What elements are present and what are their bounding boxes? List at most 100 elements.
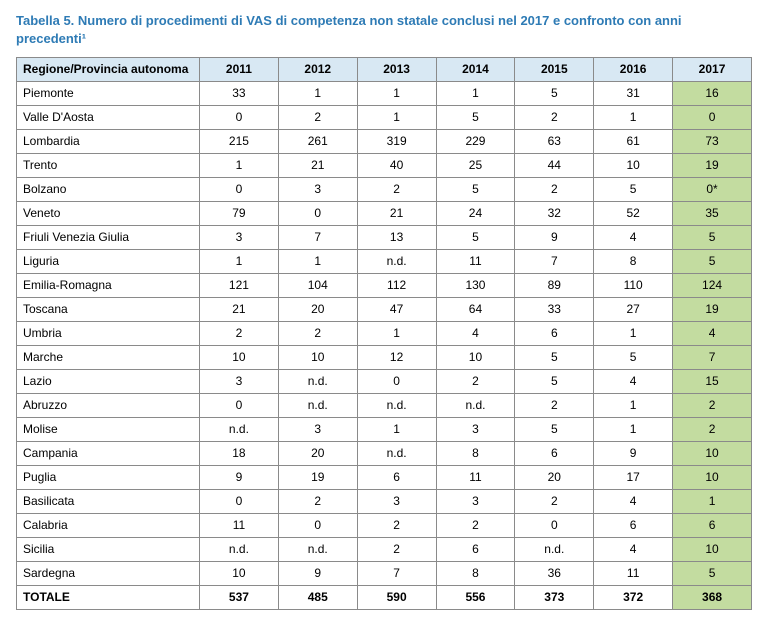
value-cell: 0: [357, 370, 436, 394]
value-cell: 64: [436, 298, 515, 322]
value-cell: 2: [436, 370, 515, 394]
value-cell: 121: [200, 274, 279, 298]
value-cell: 9: [515, 226, 594, 250]
total-2015: 373: [515, 586, 594, 610]
value-cell: 5: [436, 178, 515, 202]
value-cell: 2: [515, 106, 594, 130]
value-cell: 1: [357, 82, 436, 106]
value-cell: 10: [436, 346, 515, 370]
value-cell: 6: [515, 442, 594, 466]
value-cell: 24: [436, 202, 515, 226]
value-cell: 2: [200, 322, 279, 346]
value-cell: 19: [673, 298, 752, 322]
value-cell: 32: [515, 202, 594, 226]
value-cell: 6: [673, 514, 752, 538]
table-row: Campania1820n.d.86910: [17, 442, 752, 466]
value-cell: 35: [673, 202, 752, 226]
value-cell: 31: [594, 82, 673, 106]
value-cell: 8: [594, 250, 673, 274]
region-cell: Veneto: [17, 202, 200, 226]
region-cell: Sicilia: [17, 538, 200, 562]
value-cell: 10: [200, 346, 279, 370]
value-cell: 0: [200, 106, 279, 130]
value-cell: 10: [200, 562, 279, 586]
value-cell: 21: [278, 154, 357, 178]
value-cell: 0: [200, 178, 279, 202]
value-cell: 5: [515, 346, 594, 370]
value-cell: 4: [673, 322, 752, 346]
value-cell: 20: [515, 466, 594, 490]
value-cell: 73: [673, 130, 752, 154]
value-cell: 10: [673, 538, 752, 562]
value-cell: 9: [200, 466, 279, 490]
value-cell: n.d.: [278, 394, 357, 418]
value-cell: 7: [357, 562, 436, 586]
region-cell: Bolzano: [17, 178, 200, 202]
value-cell: 25: [436, 154, 515, 178]
value-cell: 33: [515, 298, 594, 322]
value-cell: 4: [594, 538, 673, 562]
value-cell: 4: [594, 370, 673, 394]
value-cell: 61: [594, 130, 673, 154]
value-cell: 319: [357, 130, 436, 154]
value-cell: 5: [673, 250, 752, 274]
value-cell: n.d.: [515, 538, 594, 562]
value-cell: 1: [357, 106, 436, 130]
table-row: Valle D'Aosta0215210: [17, 106, 752, 130]
value-cell: 79: [200, 202, 279, 226]
value-cell: 2: [357, 514, 436, 538]
table-row: Toscana21204764332719: [17, 298, 752, 322]
value-cell: 3: [200, 226, 279, 250]
value-cell: 63: [515, 130, 594, 154]
value-cell: 1: [594, 418, 673, 442]
table-row: Lombardia215261319229636173: [17, 130, 752, 154]
region-cell: Trento: [17, 154, 200, 178]
value-cell: 19: [278, 466, 357, 490]
region-cell: Toscana: [17, 298, 200, 322]
value-cell: 17: [594, 466, 673, 490]
value-cell: 18: [200, 442, 279, 466]
value-cell: 11: [200, 514, 279, 538]
region-cell: Basilicata: [17, 490, 200, 514]
value-cell: 5: [515, 82, 594, 106]
value-cell: 4: [436, 322, 515, 346]
value-cell: 5: [436, 226, 515, 250]
header-year-2013: 2013: [357, 58, 436, 82]
total-2017: 368: [673, 586, 752, 610]
value-cell: 5: [594, 346, 673, 370]
table-row: Piemonte3311153116: [17, 82, 752, 106]
value-cell: 5: [594, 178, 673, 202]
total-2011: 537: [200, 586, 279, 610]
table-row: Liguria11n.d.11785: [17, 250, 752, 274]
table-row: Calabria11022066: [17, 514, 752, 538]
value-cell: n.d.: [436, 394, 515, 418]
header-year-2012: 2012: [278, 58, 357, 82]
value-cell: 2: [673, 418, 752, 442]
value-cell: 6: [515, 322, 594, 346]
value-cell: 2: [278, 106, 357, 130]
table-row: Marche10101210557: [17, 346, 752, 370]
value-cell: 6: [357, 466, 436, 490]
value-cell: 110: [594, 274, 673, 298]
header-row: Regione/Provincia autonoma 2011 2012 201…: [17, 58, 752, 82]
total-2013: 590: [357, 586, 436, 610]
table-row: Friuli Venezia Giulia37135945: [17, 226, 752, 250]
value-cell: 20: [278, 298, 357, 322]
value-cell: 1: [357, 322, 436, 346]
vas-table: Regione/Provincia autonoma 2011 2012 201…: [16, 57, 752, 610]
value-cell: 3: [200, 370, 279, 394]
region-cell: Piemonte: [17, 82, 200, 106]
value-cell: n.d.: [278, 538, 357, 562]
value-cell: 2: [515, 178, 594, 202]
value-cell: 13: [357, 226, 436, 250]
region-cell: Liguria: [17, 250, 200, 274]
header-year-2011: 2011: [200, 58, 279, 82]
region-cell: Sardegna: [17, 562, 200, 586]
total-label: TOTALE: [17, 586, 200, 610]
table-row: Veneto7902124325235: [17, 202, 752, 226]
table-row: Lazio3n.d.025415: [17, 370, 752, 394]
value-cell: 19: [673, 154, 752, 178]
value-cell: 10: [673, 466, 752, 490]
region-cell: Lazio: [17, 370, 200, 394]
header-year-2016: 2016: [594, 58, 673, 82]
